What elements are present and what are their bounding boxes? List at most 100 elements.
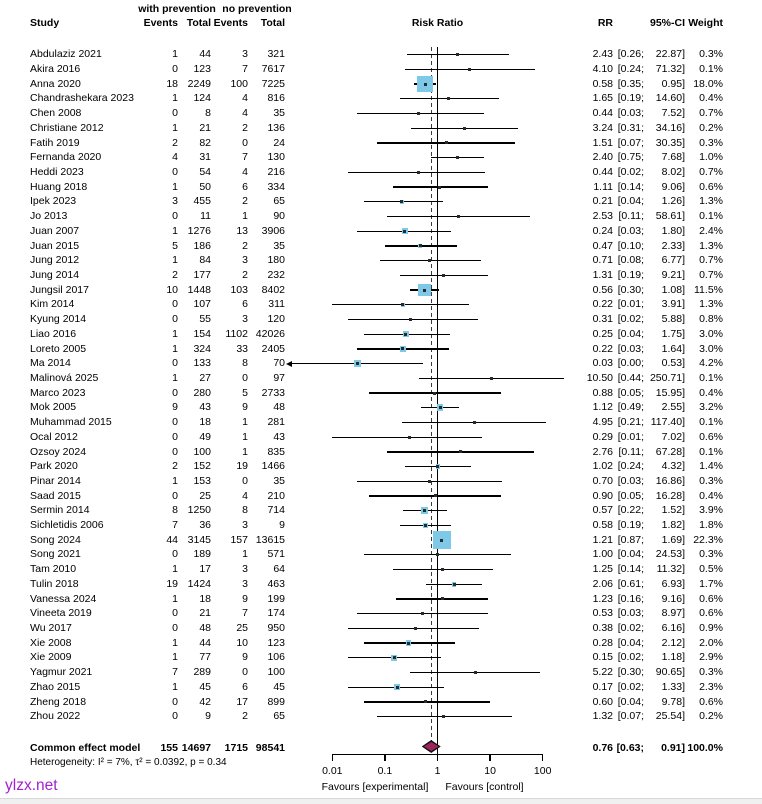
axis-tick-label: 10: [484, 765, 496, 777]
ci-upper-cell: 9.16]: [661, 592, 685, 605]
total-2-cell: 13615: [255, 533, 285, 546]
ci-lower-cell: [0.03;: [617, 107, 644, 120]
study-label: Liao 2016: [30, 327, 77, 340]
total-1-cell: 44: [199, 48, 211, 61]
point-estimate-marker: [404, 332, 408, 336]
events-1-cell: 1: [172, 121, 178, 134]
events-2-cell: 1: [242, 430, 248, 443]
ci-upper-cell: 9.21]: [661, 269, 685, 281]
point-estimate-marker: [423, 509, 427, 513]
study-row: Heddi 2023 0 54 4 216 0.44 [0.02; 8.02] 0.7%: [0, 165, 762, 180]
events-2-cell: 7: [242, 607, 248, 620]
rr-cell: 0.21: [592, 195, 613, 208]
total-1-cell: 1424: [187, 577, 211, 590]
ci-upper-cell: 67.28]: [655, 445, 685, 458]
total-1-cell: 50: [199, 180, 211, 193]
summary-weight-cell: 100.0%: [687, 741, 723, 754]
ci-lower-cell: [0.19;: [617, 519, 644, 532]
total-2-cell: 35: [273, 474, 285, 487]
events-1-cell: 0: [172, 489, 178, 502]
events-1-cell: 1: [172, 592, 178, 605]
study-label: Heddi 2023: [30, 166, 84, 179]
point-estimate-marker: [421, 612, 425, 616]
rr-cell: 0.90: [592, 489, 613, 502]
total-2-cell: 311: [268, 298, 285, 311]
point-estimate-marker: [433, 391, 437, 395]
weight-cell: 0.7%: [699, 269, 723, 281]
weight-cell: 0.3%: [699, 474, 723, 487]
study-row: Akira 2016 0 123 7 7617 4.10 [0.24; 71.32] 0.1%: [0, 62, 762, 77]
favours-right-label: Favours [control]: [445, 781, 524, 793]
ci-lower-cell: [0.22;: [617, 504, 644, 517]
events-1-cell: 1: [172, 636, 178, 649]
study-row: Ipek 2023 3 455 2 65 0.21 [0.04; 1.26] 1.3%: [0, 194, 762, 209]
weight-cell: 1.0%: [699, 151, 723, 164]
study-row: Ozsoy 2024 0 100 1 835 2.76 [0.11; 67.28] 0.1%: [0, 445, 762, 460]
ci-lower-cell: [0.02;: [617, 680, 644, 693]
events-2-cell: 3: [242, 577, 248, 590]
ci-upper-cell: 58.61]: [655, 210, 685, 223]
events-1-cell: 0: [172, 416, 178, 429]
ci-upper-cell: 7.68]: [661, 151, 685, 164]
summary-estimate-dashed-line: [430, 47, 432, 754]
events-1-cell: 0: [172, 445, 178, 458]
rr-cell: 0.88: [592, 386, 613, 399]
total-1-cell: 100: [193, 445, 211, 458]
study-row: Sermin 2014 8 1250 8 714 0.57 [0.22; 1.52] 3.9%: [0, 503, 762, 518]
study-label: Malinová 2025: [30, 371, 99, 384]
events-2-cell: 25: [236, 622, 248, 635]
total-2-cell: 24: [273, 136, 285, 149]
total-2-cell: 8402: [261, 283, 285, 296]
study-row: Ocal 2012 0 49 1 43 0.29 [0.01; 7.02] 0.6%: [0, 430, 762, 445]
study-label: Song 2021: [30, 548, 81, 561]
total-2-cell: 65: [273, 710, 285, 723]
rr-cell: 1.65: [592, 92, 613, 105]
events-2-cell: 4: [242, 489, 248, 502]
point-estimate-marker: [438, 185, 442, 189]
total-1-cell: 25: [199, 489, 211, 502]
ci-lower-cell: [0.04;: [617, 327, 644, 340]
weight-cell: 1.3%: [699, 298, 723, 311]
total-1-cell: 107: [193, 298, 211, 311]
total-2-cell: 281: [267, 416, 285, 429]
study-row: Christiane 2012 1 21 2 136 3.24 [0.31; 34.16] 0.…: [0, 121, 762, 136]
study-label: Tam 2010: [30, 563, 77, 576]
events-1-cell: 0: [172, 548, 178, 561]
total-1-cell: 1448: [187, 283, 211, 296]
study-row: Jung 2014 2 177 2 232 1.31 [0.19; 9.21] 0.7%: [0, 268, 762, 283]
ci-upper-cell: 7.52]: [661, 107, 685, 120]
point-estimate-marker: [472, 420, 476, 424]
rr-cell: 2.53: [592, 210, 613, 223]
ci-line: [348, 171, 486, 174]
study-row: Park 2020 2 152 19 1466 1.02 [0.24; 4.32] 1.4%: [0, 459, 762, 474]
total-1-cell: 31: [199, 151, 211, 164]
weight-cell: 0.7%: [699, 166, 723, 179]
events-1-cell: 0: [172, 622, 178, 635]
study-label: Chandrashekara 2023: [30, 92, 134, 105]
weight-cell: 1.7%: [699, 577, 723, 590]
study-label: Akira 2016: [30, 63, 81, 76]
ci-lower-cell: [0.19;: [617, 92, 644, 105]
study-row: Yagmur 2021 7 289 0 100 5.22 [0.30; 90.65] 0.3%: [0, 665, 762, 680]
ci-lower-cell: [0.19;: [617, 269, 644, 281]
total-1-cell: 152: [193, 460, 211, 473]
ci-lower-cell: [0.61;: [617, 577, 644, 590]
study-row: Chen 2008 0 8 4 35 0.44 [0.03; 7.52] 0.7%: [0, 106, 762, 121]
point-estimate-marker: [452, 582, 456, 586]
study-row: Saad 2015 0 25 4 210 0.90 [0.05; 16.28] 0.4%: [0, 489, 762, 504]
study-row: Fatih 2019 2 82 0 24 1.51 [0.07; 30.35] 0.3%: [0, 136, 762, 151]
point-estimate-marker: [440, 538, 444, 542]
ci-upper-cell: 11.32]: [656, 563, 685, 576]
total-2-cell: 174: [267, 607, 285, 620]
events-2-cell: 103: [230, 283, 248, 296]
study-label: Park 2020: [30, 460, 78, 473]
ci-upper-cell: 6.16]: [661, 622, 685, 635]
total-2-cell: 835: [267, 445, 285, 458]
events-2-cell: 2: [242, 195, 248, 208]
point-estimate-marker: [427, 479, 431, 483]
study-row: Marco 2023 0 280 5 2733 0.88 [0.05; 15.95] 0.4%: [0, 386, 762, 401]
study-label: Kyung 2014: [30, 313, 87, 326]
study-row: Mok 2005 9 43 9 48 1.12 [0.49; 2.55] 3.2%: [0, 400, 762, 415]
ci-lower-cell: [0.03;: [617, 224, 644, 237]
study-row: Xie 2009 1 77 9 106 0.15 [0.02; 1.18] 2.9%: [0, 650, 762, 665]
